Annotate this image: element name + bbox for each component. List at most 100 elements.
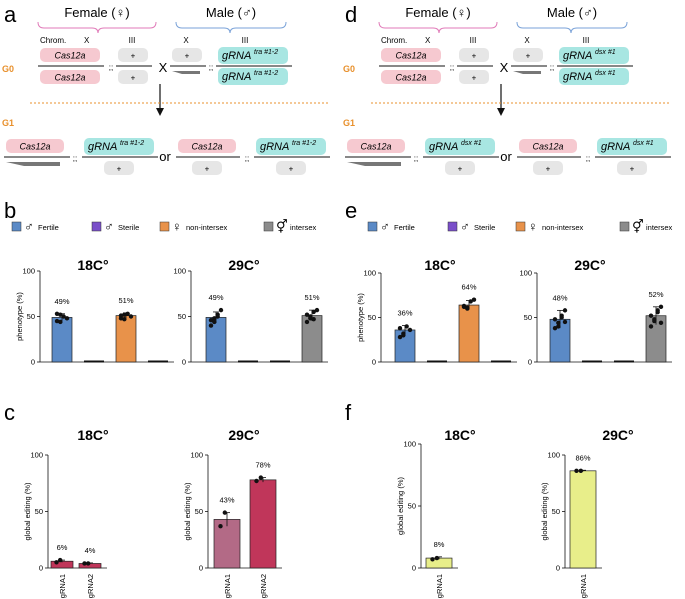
data-point — [125, 311, 130, 316]
x-tick-label: gRNA2 — [259, 574, 268, 598]
chart-editing-dsx-18c: 18C° 0 50 100 global editing (%) 8% gRNA1 — [396, 427, 476, 598]
legend-label: non-intersex — [186, 223, 228, 232]
phenotype-legend-e: ♂ Fertile ♂ Sterile ♀ non-intersex ⚥ intersex — [367, 219, 673, 234]
y-tick-label: 0 — [412, 564, 416, 573]
legend-symbol: ⚥ — [276, 219, 288, 234]
value-label: 36% — [397, 309, 412, 318]
data-point — [61, 314, 66, 319]
grna-superscript: tra #1-2 — [292, 140, 316, 147]
x-tick-label: gRNA1 — [579, 574, 588, 598]
value-label: 78% — [255, 461, 270, 470]
data-point — [212, 316, 217, 321]
grna-superscript: dsx #1 — [595, 49, 616, 56]
grna-label: gRNA — [601, 141, 630, 153]
y-tick-label: 0 — [199, 564, 203, 573]
data-point — [468, 299, 473, 304]
cas12a-label: Cas12a — [19, 142, 50, 152]
value-label: 51% — [118, 296, 133, 305]
data-point — [222, 510, 228, 515]
g1-label: G1 — [343, 118, 355, 128]
plus-box — [118, 70, 148, 84]
legend-label: Sterile — [118, 223, 139, 232]
chart-editing-dsx-29c: 29C° 0 50 100 global editing (%) 86% gRNA1 — [540, 427, 634, 598]
data-point — [308, 316, 313, 321]
data-point — [64, 316, 70, 321]
data-point — [57, 557, 63, 563]
semicolon-sep: ;; — [73, 154, 77, 163]
legend-label: Fertile — [38, 223, 59, 232]
data-point — [556, 320, 561, 326]
data-point — [58, 319, 63, 325]
data-point — [652, 318, 657, 324]
grna-label: gRNA — [429, 141, 458, 153]
value-label: 6% — [57, 543, 68, 552]
grna-superscript: tra #1-2 — [254, 70, 278, 77]
data-point — [562, 319, 568, 325]
legend-symbol: ♀ — [172, 219, 182, 234]
value-label: 51% — [304, 293, 319, 302]
y-tick-label: 100 — [173, 267, 186, 276]
chart-phenotype-dsx-29c: 29C° 0 50 100 48% 52% — [519, 257, 672, 367]
panel-label-d: d — [345, 2, 357, 27]
chart-title: 18C° — [77, 257, 108, 273]
chart-title: 18C° — [77, 427, 108, 443]
data-point — [54, 560, 59, 565]
plus-label: + — [117, 165, 122, 174]
cas12a-label: Cas12a — [360, 142, 391, 152]
y-tick-label: 0 — [372, 358, 376, 367]
legend-label: intersex — [646, 223, 673, 232]
legend-label: Fertile — [394, 223, 415, 232]
y-tick-label: 100 — [547, 451, 560, 460]
legend-label: Sterile — [474, 223, 495, 232]
male-header: Male (♂) — [206, 5, 256, 20]
g1-label: G1 — [2, 118, 14, 128]
value-label: 86% — [575, 453, 590, 462]
legend-swatch-fertile — [367, 221, 378, 232]
bar-grna1 — [569, 470, 597, 569]
data-point — [397, 325, 403, 331]
grna-box — [559, 68, 629, 85]
y-tick-label: 50 — [27, 312, 35, 321]
y-tick-label: 100 — [363, 269, 376, 278]
bar-grna1 — [425, 557, 453, 569]
grna-superscript: tra #1-2 — [120, 140, 144, 147]
legend-swatch-nonintersex — [515, 221, 526, 232]
grna-box — [597, 138, 667, 155]
data-point — [208, 323, 214, 328]
legend-swatch-nonintersex — [159, 221, 170, 232]
data-point — [54, 311, 60, 316]
legend-label: non-intersex — [542, 223, 584, 232]
plus-label: + — [131, 52, 136, 61]
plus-label: + — [458, 165, 463, 174]
data-point — [122, 317, 127, 322]
chrom-label: Chrom. — [40, 36, 66, 45]
plus-label: + — [526, 52, 531, 61]
plus-box — [617, 161, 647, 175]
y-tick-label: 100 — [22, 267, 35, 276]
cas12a-box — [519, 139, 577, 153]
grna-box — [218, 47, 288, 64]
y-tick-label: 0 — [39, 564, 43, 573]
value-label: 48% — [552, 293, 567, 302]
legend-symbol: ♂ — [460, 219, 470, 234]
plus-label: + — [472, 52, 477, 61]
y-tick-label: 50 — [368, 313, 376, 322]
data-point — [434, 555, 440, 561]
plus-box — [276, 161, 306, 175]
data-point — [578, 468, 584, 474]
chart-editing-tra-18c: 18C° 0 50 100 global editing (%) 6% gRNA1 4% gRN… — [23, 427, 109, 598]
cross-scheme-dsx: Female (♀) Male (♂) Chrom. X III X III G0 Cas12a… — [343, 5, 671, 175]
value-label: 49% — [208, 293, 223, 302]
chart-title: 18C° — [444, 427, 475, 443]
cas12a-label: Cas12a — [54, 51, 85, 61]
data-point — [658, 304, 664, 310]
data-point — [212, 319, 217, 325]
legend-swatch-intersex — [619, 221, 630, 232]
y-tick-label: 100 — [30, 451, 43, 460]
plus-label: + — [289, 165, 294, 174]
bar-non-intersex — [458, 304, 480, 363]
semicolon-sep: ;; — [550, 63, 554, 72]
value-label: 8% — [434, 540, 445, 549]
plus-label: + — [546, 165, 551, 174]
cas12a-box — [178, 139, 236, 153]
